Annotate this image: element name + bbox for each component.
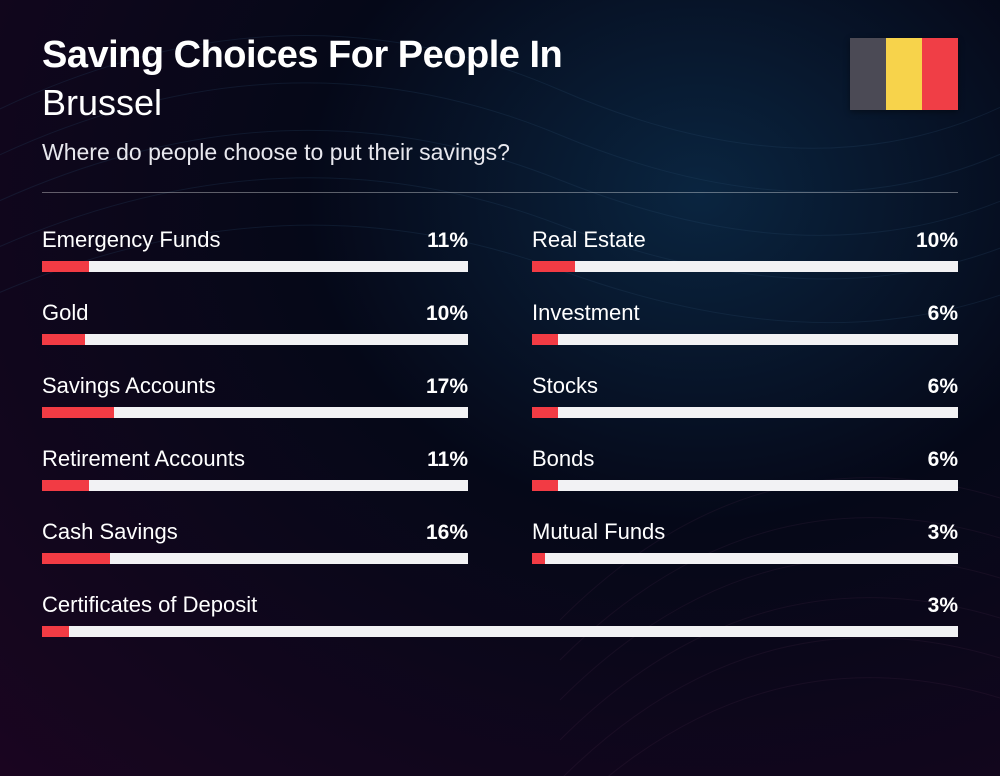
bar-item-header: Bonds 6% (532, 446, 958, 472)
bar-fill (42, 407, 114, 418)
bar-label: Savings Accounts (42, 373, 216, 399)
bar-fill (42, 261, 89, 272)
title-block: Saving Choices For People In Brussel Whe… (42, 34, 850, 166)
bar-label: Certificates of Deposit (42, 592, 257, 618)
bar-label: Investment (532, 300, 640, 326)
bar-track (42, 626, 958, 637)
bar-item: Cash Savings 16% (42, 505, 468, 578)
bar-item: Real Estate 10% (532, 213, 958, 286)
bar-track-bg (532, 553, 958, 564)
bar-item: Gold 10% (42, 286, 468, 359)
bar-track-bg (42, 480, 468, 491)
bar-track-bg (42, 626, 958, 637)
infographic-content: Saving Choices For People In Brussel Whe… (0, 0, 1000, 651)
bar-value: 11% (427, 229, 468, 253)
bar-fill (532, 261, 575, 272)
flag-stripe-3 (922, 38, 958, 110)
bar-item: Bonds 6% (532, 432, 958, 505)
header-row: Saving Choices For People In Brussel Whe… (42, 34, 958, 166)
bar-track-bg (532, 480, 958, 491)
title-line-2: Brussel (42, 80, 850, 125)
bar-item: Investment 6% (532, 286, 958, 359)
bar-value: 6% (928, 448, 958, 472)
bar-item-header: Retirement Accounts 11% (42, 446, 468, 472)
bar-track (532, 480, 958, 491)
bar-item: Emergency Funds 11% (42, 213, 468, 286)
bar-track (42, 480, 468, 491)
bar-item-header: Emergency Funds 11% (42, 227, 468, 253)
bar-label: Real Estate (532, 227, 646, 253)
bar-track-bg (532, 334, 958, 345)
bar-fill (42, 626, 69, 637)
title-line-1: Saving Choices For People In (42, 34, 850, 78)
bar-value: 6% (928, 375, 958, 399)
bar-track (532, 407, 958, 418)
bar-label: Mutual Funds (532, 519, 665, 545)
bar-fill (42, 334, 85, 345)
bar-track (532, 553, 958, 564)
bar-label: Cash Savings (42, 519, 178, 545)
bar-value: 10% (426, 302, 468, 326)
bar-item-header: Gold 10% (42, 300, 468, 326)
bar-item-header: Real Estate 10% (532, 227, 958, 253)
bar-fill (532, 334, 558, 345)
flag-stripe-2 (886, 38, 922, 110)
bar-item-header: Investment 6% (532, 300, 958, 326)
bar-track (42, 407, 468, 418)
bar-item-header: Mutual Funds 3% (532, 519, 958, 545)
bar-track (42, 553, 468, 564)
bar-value: 3% (928, 521, 958, 545)
header-divider (42, 192, 958, 193)
bar-value: 6% (928, 302, 958, 326)
bar-track-bg (42, 261, 468, 272)
bar-item: Savings Accounts 17% (42, 359, 468, 432)
bar-track-bg (42, 334, 468, 345)
bar-label: Bonds (532, 446, 594, 472)
bar-fill (532, 553, 545, 564)
bar-track (42, 261, 468, 272)
bar-track (42, 334, 468, 345)
subtitle: Where do people choose to put their savi… (42, 139, 850, 166)
bars-grid: Emergency Funds 11% Real Estate 10% Gold 10% I… (42, 213, 958, 651)
bar-item-header: Cash Savings 16% (42, 519, 468, 545)
bar-value: 11% (427, 448, 468, 472)
flag-stripe-1 (850, 38, 886, 110)
bar-item: Retirement Accounts 11% (42, 432, 468, 505)
bar-label: Gold (42, 300, 88, 326)
bar-item-header: Savings Accounts 17% (42, 373, 468, 399)
bar-item: Stocks 6% (532, 359, 958, 432)
bar-value: 3% (928, 594, 958, 618)
bar-track (532, 334, 958, 345)
bar-label: Retirement Accounts (42, 446, 245, 472)
bar-label: Emergency Funds (42, 227, 221, 253)
flag-belgium (850, 38, 958, 110)
bar-fill (532, 480, 558, 491)
bar-label: Stocks (532, 373, 598, 399)
bar-fill (532, 407, 558, 418)
bar-fill (42, 553, 110, 564)
bar-track (532, 261, 958, 272)
bar-value: 16% (426, 521, 468, 545)
bar-item: Certificates of Deposit 3% (42, 578, 958, 651)
bar-track-bg (532, 261, 958, 272)
bar-item-header: Certificates of Deposit 3% (42, 592, 958, 618)
bar-value: 10% (916, 229, 958, 253)
bar-fill (42, 480, 89, 491)
bar-item-header: Stocks 6% (532, 373, 958, 399)
bar-track-bg (532, 407, 958, 418)
bar-item: Mutual Funds 3% (532, 505, 958, 578)
bar-value: 17% (426, 375, 468, 399)
